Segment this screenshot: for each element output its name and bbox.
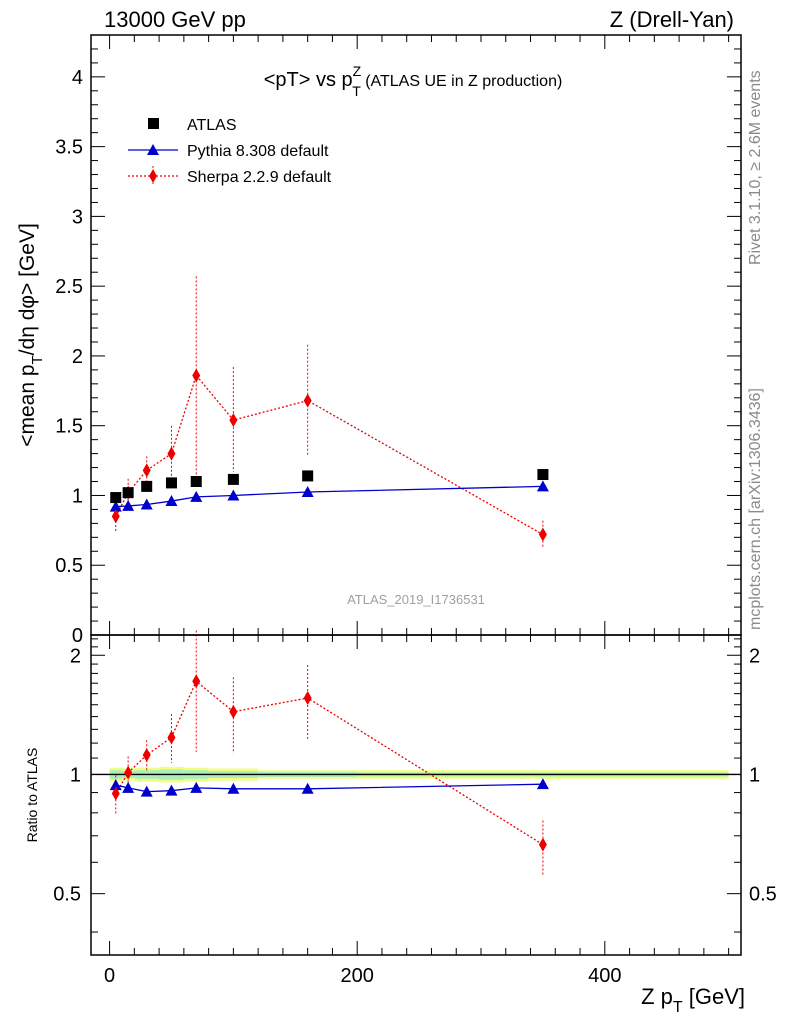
ratio-pythia-point [140,785,153,797]
ratio-sherpa-line [115,680,544,846]
atlas-point [110,492,122,504]
ratio-pythia-point [109,779,122,791]
atlas-point [537,469,549,481]
legend-pythia-label: Pythia 8.308 default [187,143,329,160]
pythia-point [165,495,178,507]
xlabel-pre: Z p [641,984,673,1009]
main-ytick-label: 1.5 [55,416,83,438]
ratio-sherpa-point [229,704,238,719]
ratio-plot-area [91,630,741,876]
title-rest: (ATLAS UE in Z production) [361,73,563,90]
atlas-point [165,477,177,489]
sherpa-point [538,527,547,542]
title-sup: Z [353,63,362,79]
sherpa-point [111,509,120,524]
main-ylabel: <mean pT/dη dφ> [GeV] [16,223,46,447]
ratio-sherpa-point [142,747,151,762]
main-ytick-label: 2.5 [55,276,83,298]
xtick-label: 400 [588,965,621,987]
ratio-ytick-label-right: 0.5 [749,884,777,906]
mcplots-label: mcplots.cern.ch [arXiv:1306.3436] [747,388,764,630]
legend-pythia-marker [147,144,159,155]
sherpa-point [229,413,238,428]
ratio-sherpa-point [192,674,201,689]
xlabel: Z pT [GeV] [641,984,745,1016]
sherpa-point [142,463,151,478]
legend: ATLAS Pythia 8.308 default Sherpa 2.2.9 … [128,117,332,186]
pythia-point [536,480,549,492]
atlas-point [122,487,134,499]
ratio-ylabel: Ratio to ATLAS [24,748,40,843]
rivet-label: Rivet 3.1.10, ≥ 2.6M events [747,70,764,265]
ratio-panel: 0.5 0.5 1 1 2 2 0 200 400 Ratio to ATLAS Z pT [G… [24,630,777,1016]
atlas-point [141,480,153,492]
main-ytick-label: 0 [72,625,83,647]
legend-atlas-label: ATLAS [187,117,237,134]
sherpa-line [115,374,544,536]
main-ytick-label: 4 [72,67,83,89]
legend-entry-pythia: Pythia 8.308 default [128,143,329,160]
pythia-point [227,489,240,501]
chart-title: <pT> vs pZ T (ATLAS UE in Z production) [264,63,563,99]
ratio-ytick-label: 0.5 [53,884,81,906]
ratio-axis-ticks: 0.5 0.5 1 1 2 2 0 200 400 [53,635,777,987]
main-axis-ticks: 0 0.5 1 1.5 2 2.5 3 3.5 4 [55,34,741,647]
title-sub: T [352,83,361,99]
main-ytick-label: 2 [72,346,83,368]
atlas-point [190,476,202,488]
pythia-point [301,485,314,497]
legend-sherpa-marker [149,169,157,183]
atlas-point [302,470,314,482]
pythia-point [140,498,153,510]
legend-sherpa-label: Sherpa 2.2.9 default [187,169,332,186]
ratio-pythia-point [301,782,314,794]
ratio-pythia-point [122,781,135,793]
xtick-label: 200 [341,965,374,987]
xlabel-sub: T [673,999,683,1016]
main-plot-area [109,276,549,549]
main-ytick-label: 3.5 [55,137,83,159]
ylabel-pre: <mean p [16,364,39,446]
ratio-sherpa-point [111,786,120,801]
ratio-sherpa-point [124,765,133,780]
ratio-pythia-point [227,782,240,794]
sherpa-point [303,393,312,408]
pythia-line [115,485,543,508]
sherpa-point [167,446,176,461]
ratio-sherpa-point [303,690,312,705]
legend-entry-sherpa: Sherpa 2.2.9 default [128,166,332,186]
ratio-sherpa-point [167,730,176,745]
header-left: 13000 GeV pp [104,7,246,32]
pythia-point [109,500,122,512]
ratio-ytick-label-right: 2 [749,645,760,667]
ratio-pythia-point [190,781,203,793]
legend-entry-atlas: ATLAS [148,117,237,134]
sherpa-point [192,368,201,383]
ylabel-sub: T [29,355,46,364]
atlas-point [227,473,239,485]
ratio-pythia-point [536,778,549,790]
ratio-frame [90,634,742,956]
main-ytick-label: 1 [72,485,83,507]
xtick-label: 0 [104,965,115,987]
pythia-point [122,499,135,511]
main-ytick-label: 0.5 [55,555,83,577]
title-main: <pT> vs p [264,69,353,91]
main-ytick-label: 3 [72,206,83,228]
xlabel-post: [GeV] [683,984,745,1009]
pythia-point [190,490,203,502]
analysis-watermark: ATLAS_2019_I1736531 [347,592,485,607]
ratio-ytick-label: 1 [70,764,81,786]
main-panel: 00.511.522.533.54 <pT> vs pZ T (ATLAS UE … [16,34,742,647]
ratio-sherpa-point [538,837,547,852]
legend-atlas-marker [148,118,159,129]
ratio-ytick-label: 2 [70,645,81,667]
ratio-ytick-label-right: 1 [749,764,760,786]
ratio-pythia-point [165,784,178,796]
ratio-pythia-line [115,783,543,793]
ylabel-post: /dη dφ> [GeV] [16,223,39,355]
header-right: Z (Drell-Yan) [610,7,734,32]
